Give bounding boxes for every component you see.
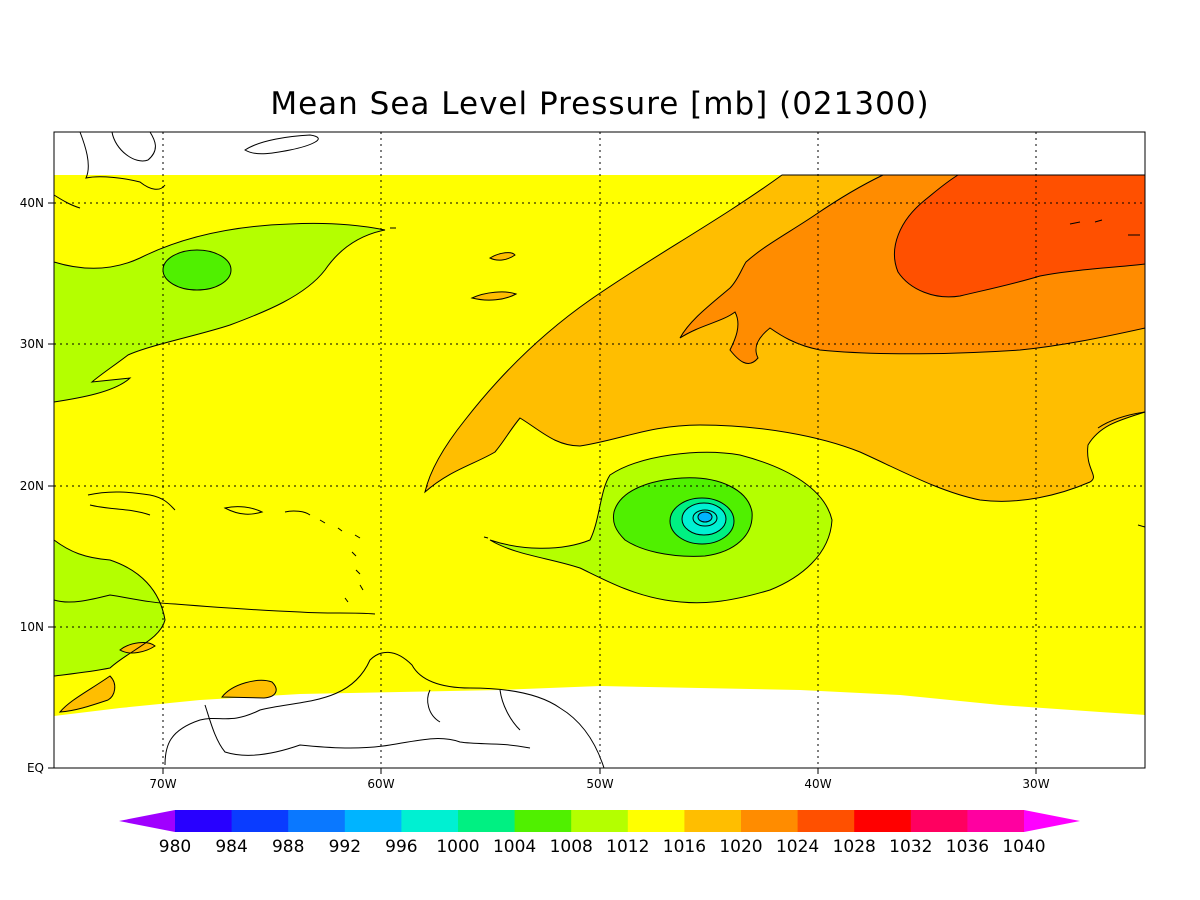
x-axis-labels: 70W 60W 50W 40W 30W (149, 777, 1049, 791)
colorbar-level-label: 1016 (663, 837, 706, 857)
map-title: Mean Sea Level Pressure [mb] (021300) (270, 86, 929, 122)
colorbar-swatch (514, 810, 572, 832)
pressure-zone-1012-northwest (54, 223, 385, 402)
colorbar-swatch (401, 810, 459, 832)
pressure-zone-1020-small-b (221, 679, 277, 699)
y-tick-40n: 40N (20, 196, 44, 210)
y-tick-10n: 10N (20, 620, 44, 634)
colorbar-swatch (627, 810, 685, 832)
colorbar-swatch (175, 810, 233, 832)
colorbar-level-label: 980 (159, 837, 191, 857)
colorbar-swatch (967, 810, 1025, 832)
colorbar-swatch (910, 810, 968, 832)
colorbar: 980 984 988 992 996 1000 1004 1008 1012 1016 1020 1… (119, 810, 1080, 857)
colorbar-arrow-low (119, 810, 175, 832)
colorbar-swatch (231, 810, 289, 832)
colorbar-swatch (797, 810, 855, 832)
pressure-zone-1020-small-d (470, 291, 518, 301)
colorbar-level-label: 1040 (1002, 837, 1045, 857)
isobars (53, 222, 386, 677)
pressure-zone-1020-small-a (58, 675, 116, 713)
colorbar-level-label: 1000 (436, 837, 479, 857)
colorbar-swatch (741, 810, 799, 832)
colorbar-swatch (458, 810, 516, 832)
colorbar-level-label: 984 (215, 837, 247, 857)
colorbar-swatch (684, 810, 742, 832)
colorbar-level-label: 1032 (889, 837, 932, 857)
colorbar-swatch (854, 810, 912, 832)
colorbar-swatch (571, 810, 629, 832)
x-tick-30w: 30W (1022, 777, 1049, 791)
map-plot-area: 70W 60W 50W 40W 30W EQ 10N 20N 30N 40N (20, 131, 1146, 791)
colorbar-level-label: 1004 (493, 837, 536, 857)
pressure-zone-1008-northwest (162, 249, 232, 291)
colorbar-level-label: 988 (272, 837, 304, 857)
y-tick-eq: EQ (27, 761, 44, 775)
colorbar-level-label: 1008 (550, 837, 593, 857)
colorbar-level-label: 1020 (719, 837, 762, 857)
y-tick-20n: 20N (20, 479, 44, 493)
pressure-zone-1028 (894, 174, 1146, 298)
colorbar-level-label: 1036 (946, 837, 989, 857)
colorbar-arrow-high (1024, 810, 1080, 832)
pressure-zone-1020-small-e (488, 252, 516, 261)
x-tick-70w: 70W (149, 777, 176, 791)
colorbar-level-label: 996 (385, 837, 417, 857)
tick-marks (48, 202, 1037, 774)
colorbar-swatch (344, 810, 402, 832)
colorbar-level-label: 1024 (776, 837, 819, 857)
colorbar-level-label: 1012 (606, 837, 649, 857)
colorbar-level-label: 992 (329, 837, 361, 857)
x-tick-40w: 40W (804, 777, 831, 791)
y-tick-30n: 30N (20, 337, 44, 351)
x-tick-60w: 60W (367, 777, 394, 791)
x-tick-50w: 50W (586, 777, 613, 791)
y-axis-labels: EQ 10N 20N 30N 40N (20, 196, 44, 775)
coastlines (53, 131, 1146, 769)
colorbar-swatch (288, 810, 346, 832)
graticule (54, 132, 1145, 768)
pressure-zone-992-cyclone (697, 511, 713, 523)
colorbar-level-label: 1028 (833, 837, 876, 857)
